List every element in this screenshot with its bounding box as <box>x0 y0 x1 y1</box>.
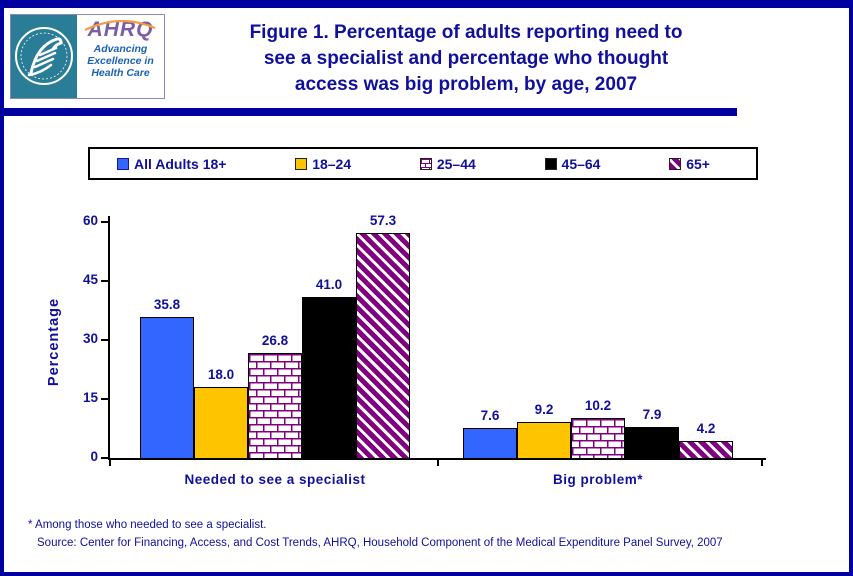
legend-swatch-solid-blue <box>117 157 129 170</box>
figure-title: Figure 1. Percentage of adults reporting… <box>170 20 762 98</box>
legend-item-label: 25–44 <box>436 155 476 172</box>
figure-title-line: Figure 1. Percentage of adults reporting… <box>249 22 683 43</box>
ahrq-logo-panel: AHRQ Advancing Excellence in Health Care <box>77 15 164 98</box>
legend-swatch-solid-black <box>544 157 557 170</box>
category-label: Needed to see a specialist <box>184 472 366 487</box>
bar <box>356 233 410 458</box>
x-axis-tick <box>109 459 111 466</box>
bar <box>679 441 733 458</box>
bar <box>302 297 356 458</box>
legend-item-label: 65+ <box>686 155 710 172</box>
y-axis-tick <box>101 221 108 223</box>
bar <box>571 418 625 458</box>
bar-value-label: 26.8 <box>261 333 289 348</box>
footnote-asterisk: * Among those who needed to see a specia… <box>28 519 267 531</box>
bar-value-label: 4.2 <box>696 421 716 436</box>
legend-swatch-brick <box>419 157 432 170</box>
bar-value-label: 10.2 <box>584 398 612 413</box>
footnotes: * Among those who needed to see a specia… <box>28 516 723 552</box>
bar-value-label: 7.6 <box>480 408 500 423</box>
figure-title-line: see a specialist and percentage who thou… <box>263 48 669 69</box>
legend-swatch-solid-yellow <box>295 157 308 170</box>
legend-swatch-stripe-purple <box>669 157 682 170</box>
bar-chart-plot: 0 15 30 45 60 35.8 18.0 26.8 41.0 57.3 Needed to s… <box>83 213 770 487</box>
tagline-line: Health Care <box>91 67 150 79</box>
hhs-seal-panel <box>11 15 77 98</box>
y-tick-label: 0 <box>90 449 98 464</box>
y-axis-tick <box>101 398 108 400</box>
footnote-source: Source: Center for Financing, Access, an… <box>37 537 723 549</box>
legend-item-label: 45–64 <box>561 155 601 172</box>
ahrq-arc-icon <box>84 19 156 31</box>
ahrq-tagline: Advancing Excellence in Health Care <box>77 43 164 79</box>
bar-value-label: 7.9 <box>642 407 662 422</box>
y-tick-label: 15 <box>82 390 98 405</box>
bar <box>517 422 571 458</box>
y-tick-label: 45 <box>82 272 98 287</box>
bar-value-label: 9.2 <box>534 402 554 417</box>
y-axis-tick <box>101 280 108 282</box>
bar <box>463 428 517 458</box>
figure-title-line: access was big problem, by age, 2007 <box>294 74 638 95</box>
y-axis <box>108 216 110 460</box>
legend-item: 25–44 <box>419 155 476 172</box>
bar <box>140 317 194 458</box>
y-tick-label: 30 <box>82 331 98 346</box>
x-axis-tick <box>761 459 763 466</box>
legend-item-label: 18–24 <box>312 155 352 172</box>
legend-item: All Adults 18+ <box>117 156 226 172</box>
legend-item: 65+ <box>669 156 710 172</box>
header-divider-bar <box>4 108 737 116</box>
legend-item: 18–24 <box>295 156 351 172</box>
bar-value-label: 57.3 <box>369 213 397 228</box>
chart-legend: All Adults 18+ 18–24 25–44 45–64 65+ <box>88 147 758 180</box>
bar-value-label: 18.0 <box>207 367 235 382</box>
legend-item-label: All Adults 18+ <box>134 155 227 172</box>
header-logo: AHRQ Advancing Excellence in Health Care <box>10 14 165 99</box>
bar-value-label: 35.8 <box>153 297 181 312</box>
tagline-line: Excellence in <box>87 55 154 67</box>
legend-item: 45–64 <box>544 155 601 172</box>
tagline-line: Advancing <box>93 43 148 55</box>
bar-value-label: 41.0 <box>315 277 343 292</box>
bar <box>194 387 248 458</box>
bar <box>625 427 679 458</box>
x-axis <box>108 458 766 460</box>
bar <box>248 353 302 458</box>
y-axis-tick <box>101 457 108 459</box>
hhs-eagle-icon <box>15 27 73 85</box>
category-label: Big problem* <box>552 472 643 487</box>
y-tick-label: 60 <box>82 213 98 228</box>
x-axis-tick <box>437 459 439 466</box>
y-axis-tick <box>101 339 108 341</box>
